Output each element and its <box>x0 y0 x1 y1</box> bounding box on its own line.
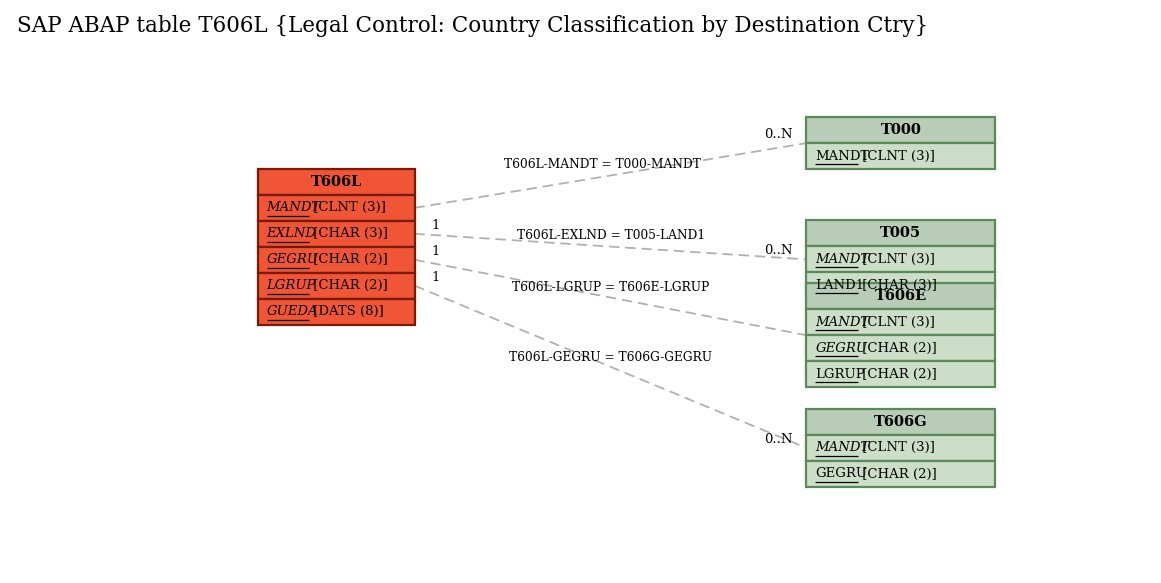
Text: LAND1: LAND1 <box>815 279 865 292</box>
Text: [CLNT (3)]: [CLNT (3)] <box>858 441 935 454</box>
FancyBboxPatch shape <box>807 461 995 487</box>
Text: T606L-MANDT = T000-MANDT: T606L-MANDT = T000-MANDT <box>505 159 701 171</box>
Text: [CLNT (3)]: [CLNT (3)] <box>858 150 935 163</box>
FancyBboxPatch shape <box>807 143 995 169</box>
Text: [CHAR (2)]: [CHAR (2)] <box>309 279 388 293</box>
FancyBboxPatch shape <box>807 335 995 361</box>
Text: [DATS (8)]: [DATS (8)] <box>309 305 384 318</box>
FancyBboxPatch shape <box>807 435 995 461</box>
Text: [CHAR (2)]: [CHAR (2)] <box>858 342 937 355</box>
Text: T000: T000 <box>880 123 922 137</box>
Text: [CHAR (2)]: [CHAR (2)] <box>858 368 937 381</box>
Text: MANDT: MANDT <box>267 201 320 215</box>
Text: [CLNT (3)]: [CLNT (3)] <box>858 253 935 266</box>
Text: T606L: T606L <box>311 175 362 189</box>
Text: [CLNT (3)]: [CLNT (3)] <box>858 316 935 329</box>
FancyBboxPatch shape <box>258 299 416 325</box>
Text: MANDT: MANDT <box>815 253 870 266</box>
Text: [CHAR (3)]: [CHAR (3)] <box>858 279 937 292</box>
Text: GEGRU: GEGRU <box>267 254 318 266</box>
Text: T606E: T606E <box>874 289 928 303</box>
FancyBboxPatch shape <box>258 195 416 221</box>
Text: GUEDA: GUEDA <box>267 305 318 318</box>
FancyBboxPatch shape <box>807 309 995 335</box>
Text: 1: 1 <box>431 245 440 258</box>
FancyBboxPatch shape <box>807 117 995 143</box>
Text: LGRUP: LGRUP <box>815 368 865 381</box>
Text: MANDT: MANDT <box>815 316 870 329</box>
Text: 1: 1 <box>431 219 440 231</box>
Text: 1: 1 <box>431 271 440 284</box>
Text: GEGRU: GEGRU <box>815 342 867 355</box>
Text: 0..N: 0..N <box>764 128 793 141</box>
Text: T606G: T606G <box>874 415 928 429</box>
Text: [CHAR (2)]: [CHAR (2)] <box>858 468 937 480</box>
FancyBboxPatch shape <box>258 221 416 247</box>
Text: T606L-EXLND = T005-LAND1: T606L-EXLND = T005-LAND1 <box>517 229 705 242</box>
Text: [CHAR (2)]: [CHAR (2)] <box>309 254 388 266</box>
FancyBboxPatch shape <box>807 283 995 309</box>
FancyBboxPatch shape <box>807 220 995 247</box>
FancyBboxPatch shape <box>258 273 416 299</box>
Text: SAP ABAP table T606L {Legal Control: Country Classification by Destination Ctry}: SAP ABAP table T606L {Legal Control: Cou… <box>17 15 929 37</box>
Text: GEGRU: GEGRU <box>815 468 867 480</box>
Text: [CHAR (3)]: [CHAR (3)] <box>309 227 388 240</box>
Text: T606L-GEGRU = T606G-GEGRU: T606L-GEGRU = T606G-GEGRU <box>510 351 713 364</box>
Text: MANDT: MANDT <box>815 441 870 454</box>
Text: LGRUP: LGRUP <box>267 279 316 293</box>
FancyBboxPatch shape <box>258 168 416 195</box>
FancyBboxPatch shape <box>807 361 995 387</box>
FancyBboxPatch shape <box>807 409 995 435</box>
Text: EXLND: EXLND <box>267 227 317 240</box>
FancyBboxPatch shape <box>807 247 995 272</box>
FancyBboxPatch shape <box>807 272 995 298</box>
Text: 0..N: 0..N <box>764 433 793 445</box>
Text: MANDT: MANDT <box>815 150 870 163</box>
Text: 0..N: 0..N <box>764 244 793 257</box>
Text: [CLNT (3)]: [CLNT (3)] <box>309 201 387 215</box>
Text: T005: T005 <box>880 226 922 240</box>
Text: T606L-LGRUP = T606E-LGRUP: T606L-LGRUP = T606E-LGRUP <box>512 281 709 294</box>
FancyBboxPatch shape <box>258 247 416 273</box>
